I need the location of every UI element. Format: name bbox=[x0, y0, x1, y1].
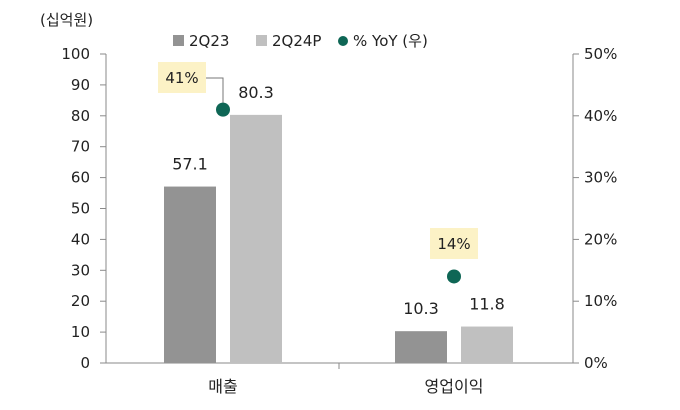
yoy-callout-0: 41% bbox=[158, 62, 224, 103]
yoy-callout-1: 14% bbox=[430, 228, 478, 259]
right-tick-label: 30% bbox=[584, 169, 617, 187]
bar-value-label: 11.8 bbox=[469, 295, 505, 314]
bar bbox=[164, 186, 216, 363]
bar-value-label: 10.3 bbox=[403, 299, 439, 318]
left-tick-label: 90 bbox=[71, 76, 90, 94]
left-tick-label: 70 bbox=[71, 138, 90, 156]
left-axis-ticks: 0 10 20 30 40 50 60 70 80 90 100 bbox=[61, 45, 106, 372]
legend-marker-2 bbox=[338, 36, 348, 46]
yoy-label-0: 41% bbox=[165, 69, 198, 87]
left-tick-label: 0 bbox=[80, 354, 90, 372]
right-axis-ticks: 0% 10% 20% 30% 40% 50% bbox=[573, 45, 617, 372]
right-tick-label: 10% bbox=[584, 292, 617, 310]
bar-value-labels: 57.1 10.3 80.3 11.8 bbox=[172, 83, 505, 318]
left-tick-label: 100 bbox=[61, 45, 90, 63]
bar-value-label: 80.3 bbox=[238, 83, 274, 102]
right-tick-label: 50% bbox=[584, 45, 617, 63]
callout-leader-0 bbox=[205, 77, 224, 103]
left-tick-label: 10 bbox=[71, 323, 90, 341]
bar-value-label: 57.1 bbox=[172, 155, 208, 174]
legend-label-2: % YoY (우) bbox=[353, 32, 428, 50]
legend: 2Q23 2Q24P % YoY (우) bbox=[173, 32, 428, 50]
legend-swatch-0 bbox=[173, 35, 184, 46]
yoy-point bbox=[447, 269, 461, 284]
bar bbox=[230, 114, 282, 363]
yoy-points bbox=[216, 102, 461, 284]
legend-label-1: 2Q24P bbox=[272, 32, 321, 50]
bars bbox=[164, 114, 513, 363]
yoy-point bbox=[216, 102, 230, 117]
right-tick-label: 0% bbox=[584, 354, 608, 372]
callout-box-1 bbox=[430, 228, 478, 259]
left-axis-unit-label: (십억원) bbox=[40, 11, 93, 29]
left-tick-label: 50 bbox=[71, 200, 90, 218]
category-label-1: 영업이익 bbox=[425, 377, 484, 396]
left-tick-label: 20 bbox=[71, 292, 90, 310]
left-tick-label: 80 bbox=[71, 107, 90, 125]
left-tick-label: 60 bbox=[71, 169, 90, 187]
right-tick-label: 20% bbox=[584, 230, 617, 248]
legend-label-0: 2Q23 bbox=[189, 32, 229, 50]
yoy-label-1: 14% bbox=[437, 235, 470, 253]
bar bbox=[395, 331, 447, 363]
bar bbox=[461, 326, 513, 363]
right-tick-label: 40% bbox=[584, 107, 617, 125]
left-tick-label: 40 bbox=[71, 230, 90, 248]
callout-box-0 bbox=[158, 62, 206, 93]
category-label-0: 매출 bbox=[208, 377, 237, 396]
left-tick-label: 30 bbox=[71, 261, 90, 279]
legend-swatch-1 bbox=[256, 35, 267, 46]
